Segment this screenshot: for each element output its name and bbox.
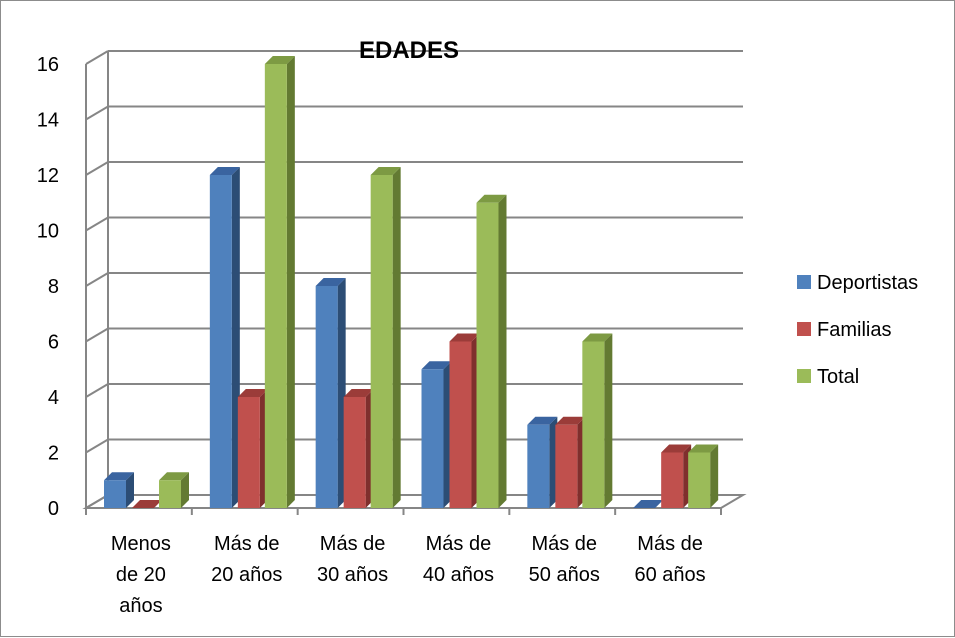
bar-top-2-1 <box>264 56 295 64</box>
grid-depth-10 <box>85 216 109 232</box>
y-tick-label-8: 8 <box>48 276 59 298</box>
x-tick-label-3-1: 40 años <box>423 564 494 586</box>
bar-Deportistas-3 <box>421 369 444 508</box>
grid-depth-14 <box>85 105 109 121</box>
bar-top-1-0 <box>132 500 162 508</box>
bar-top-0-3 <box>421 361 452 370</box>
grid-depth-12 <box>85 161 109 176</box>
bar-top-0-0 <box>104 472 134 481</box>
bar-top-2-0 <box>159 472 189 481</box>
y-tick-label-14: 14 <box>37 110 59 132</box>
grid-depth-4 <box>85 383 109 398</box>
bar-side-2-2 <box>392 167 401 508</box>
bar-top-1-3 <box>449 333 480 342</box>
x-tick-label-1-1: 20 años <box>211 564 282 586</box>
bar-top-2-2 <box>370 167 401 175</box>
bar-Deportistas-2 <box>315 286 338 508</box>
bar-top-1-5 <box>661 444 692 453</box>
bar-side-2-0 <box>181 472 189 508</box>
bar-Deportistas-4 <box>527 424 550 508</box>
y-tick-label-10: 10 <box>37 221 59 243</box>
legend-label-Total: Total <box>817 366 859 388</box>
bar-side-2-1 <box>286 56 295 508</box>
bar-Total-2 <box>370 175 393 508</box>
y-tick-label-4: 4 <box>48 387 59 409</box>
x-tick-label-2-1: 30 años <box>317 564 388 586</box>
bar-side-2-3 <box>498 194 507 508</box>
bar-top-1-2 <box>343 389 374 397</box>
bar-side-2-5 <box>710 444 719 508</box>
x-tick-label-0-2: años <box>119 595 162 617</box>
bar-Total-5 <box>688 452 711 508</box>
legend-swatch-Deportistas <box>797 275 811 289</box>
x-tick-label-4-0: Más de <box>531 533 597 555</box>
bar-top-2-5 <box>688 444 719 453</box>
bar-top-1-1 <box>237 389 268 397</box>
bar-Deportistas-1 <box>209 175 232 508</box>
bar-top-0-1 <box>209 167 240 175</box>
bar-top-0-5 <box>633 500 664 508</box>
bar-Familias-2 <box>343 397 366 508</box>
x-tick-label-0-1: de 20 <box>116 564 166 586</box>
y-tick-label-12: 12 <box>37 165 59 187</box>
bar-top-0-4 <box>527 416 558 425</box>
bar-Total-1 <box>264 64 287 508</box>
chart-title: EDADES <box>359 37 459 64</box>
bar-Familias-1 <box>237 397 260 508</box>
x-tick-label-2-0: Más de <box>320 533 386 555</box>
y-tick-label-2: 2 <box>48 443 59 465</box>
bar-Deportistas-0 <box>104 480 126 508</box>
bar-top-1-4 <box>555 416 586 425</box>
bar-side-2-4 <box>604 333 613 508</box>
bar-top-2-4 <box>582 333 613 342</box>
y-tick-label-6: 6 <box>48 332 59 354</box>
bar-top-2-3 <box>476 194 507 203</box>
x-tick-label-1-0: Más de <box>214 533 280 555</box>
grid-depth-8 <box>85 272 109 287</box>
y-tick-label-16: 16 <box>37 54 59 76</box>
legend-label-Familias: Familias <box>817 319 891 341</box>
legend-swatch-Familias <box>797 322 811 336</box>
legend-label-Deportistas: Deportistas <box>817 272 918 294</box>
bar-Total-0 <box>159 480 181 508</box>
x-tick-label-0-0: Menos <box>111 533 171 555</box>
bar-Familias-3 <box>449 341 472 508</box>
bar-Familias-4 <box>555 424 578 508</box>
grid-depth-16 <box>85 50 109 65</box>
grid-depth-6 <box>85 327 109 343</box>
bar-Familias-5 <box>661 452 684 508</box>
bar-Total-3 <box>476 202 499 508</box>
x-tick-label-4-1: 50 años <box>529 564 600 586</box>
legend-swatch-Total <box>797 369 811 383</box>
x-tick-label-3-0: Más de <box>426 533 492 555</box>
grid-depth-2 <box>85 438 109 454</box>
x-tick-label-5-1: 60 años <box>634 564 705 586</box>
bar-Total-4 <box>582 341 605 508</box>
bar-side-0-0 <box>126 472 134 508</box>
y-tick-label-0: 0 <box>48 498 59 520</box>
bar-top-0-2 <box>315 278 346 286</box>
x-tick-label-5-0: Más de <box>637 533 703 555</box>
